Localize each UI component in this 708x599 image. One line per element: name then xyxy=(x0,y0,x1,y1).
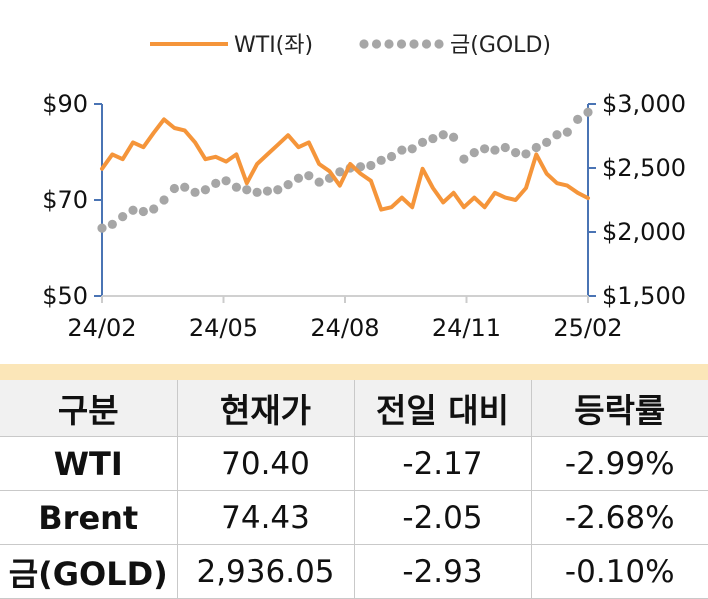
gold-point xyxy=(552,130,562,140)
gold-point xyxy=(200,185,211,195)
gold-point xyxy=(335,167,345,177)
x-tick-label: 24/05 xyxy=(189,314,258,342)
header-change: 전일 대비 xyxy=(353,380,532,437)
chart-axes: $90 $70 $50 $3,000 $2,500 $2,000 $1,500 24/02 24… xyxy=(42,90,686,342)
legend-gold-dot xyxy=(409,39,419,49)
gold-point xyxy=(490,145,500,155)
gold-point xyxy=(242,185,252,195)
gold-point xyxy=(283,180,293,190)
gold-point xyxy=(573,114,583,124)
gold-point xyxy=(479,144,490,154)
x-tick-label: 24/02 xyxy=(67,314,136,342)
gold-point xyxy=(428,133,438,144)
gold-point xyxy=(521,149,531,159)
gold-point xyxy=(169,183,179,194)
gold-point xyxy=(459,154,469,164)
gold-point xyxy=(531,142,541,153)
table-row-gold: 금(GOLD) 2,936.05 -2.93 -0.10% xyxy=(0,544,708,599)
x-tick-label: 24/08 xyxy=(310,314,379,342)
wti-series-line xyxy=(100,117,590,212)
header-category: 구분 xyxy=(0,380,178,437)
gold-point xyxy=(511,148,521,158)
gold-point xyxy=(180,182,190,192)
quotes-table: 구분 현재가 전일 대비 등락률 WTI 70.40 -2.17 -2.99% … xyxy=(0,380,708,599)
gold-point xyxy=(221,176,231,186)
gold-point xyxy=(97,223,107,233)
gold-point xyxy=(231,182,242,192)
row-change: -2.17 xyxy=(353,436,532,491)
legend-gold-dot xyxy=(434,39,444,49)
price-chart: WTI(좌) 금(GOLD) $90 $70 $50 $3,000 $2,500 $2,0… xyxy=(42,33,686,342)
gold-point xyxy=(542,137,552,147)
gold-point xyxy=(448,132,459,142)
gold-point xyxy=(138,206,148,217)
gold-point xyxy=(159,195,169,205)
gold-point xyxy=(211,178,221,188)
legend-gold-dot xyxy=(421,39,432,49)
gold-point xyxy=(583,107,593,117)
row-price: 74.43 xyxy=(176,490,355,545)
row-name: 금(GOLD) xyxy=(0,544,178,599)
gold-point xyxy=(314,177,324,187)
left-tick-label: $90 xyxy=(42,90,88,118)
gold-point xyxy=(262,186,273,196)
section-divider xyxy=(0,364,708,380)
gold-point xyxy=(469,148,479,158)
x-tick-label: 24/11 xyxy=(432,314,501,342)
gold-point xyxy=(386,151,397,162)
row-change: -2.05 xyxy=(353,490,532,545)
gold-point xyxy=(128,205,138,215)
header-current-price: 현재가 xyxy=(176,380,355,437)
gold-point xyxy=(273,185,283,195)
table-row-wti: WTI 70.40 -2.17 -2.99% xyxy=(0,436,708,491)
gold-point xyxy=(417,137,428,147)
row-price: 70.40 xyxy=(176,436,355,491)
legend-gold-swatch xyxy=(359,39,444,49)
gold-point xyxy=(407,144,417,154)
gold-point xyxy=(500,142,510,153)
gold-point xyxy=(118,212,128,222)
gold-point xyxy=(376,155,386,165)
gold-point xyxy=(366,160,376,171)
x-tick-label: 25/02 xyxy=(553,314,622,342)
left-tick-label: $50 xyxy=(42,282,88,310)
row-rate: -2.99% xyxy=(530,436,708,491)
row-name: Brent xyxy=(0,490,178,545)
table-row-brent: Brent 74.43 -2.05 -2.68% xyxy=(0,490,708,545)
row-price: 2,936.05 xyxy=(176,544,355,599)
legend-wti-label: WTI(좌) xyxy=(234,33,313,58)
header-change-rate: 등락률 xyxy=(530,380,708,437)
legend-gold-dot xyxy=(396,39,407,49)
left-tick-label: $70 xyxy=(42,186,88,214)
table-header-row: 구분 현재가 전일 대비 등락률 xyxy=(0,380,708,437)
gold-series xyxy=(97,107,593,233)
right-tick-label: $2,000 xyxy=(602,218,686,246)
chart-legend: WTI(좌) 금(GOLD) xyxy=(150,33,551,58)
gold-point xyxy=(252,187,262,197)
row-name: WTI xyxy=(0,436,178,491)
gold-point xyxy=(190,187,200,197)
legend-gold-label: 금(GOLD) xyxy=(450,33,551,58)
row-rate: -0.10% xyxy=(530,544,708,599)
right-tick-label: $1,500 xyxy=(602,282,686,310)
gold-point xyxy=(438,130,448,140)
gold-point xyxy=(107,219,117,229)
gold-point xyxy=(304,171,314,181)
row-rate: -2.68% xyxy=(530,490,708,545)
row-change: -2.93 xyxy=(353,544,532,599)
gold-point xyxy=(293,173,304,183)
gold-point xyxy=(562,127,572,137)
right-tick-label: $3,000 xyxy=(602,90,686,118)
legend-gold-dot xyxy=(371,39,382,49)
legend-gold-dot xyxy=(384,39,394,49)
gold-point xyxy=(397,145,407,155)
right-tick-label: $2,500 xyxy=(602,154,686,182)
legend-gold-dot xyxy=(359,39,369,49)
gold-point xyxy=(149,204,159,214)
